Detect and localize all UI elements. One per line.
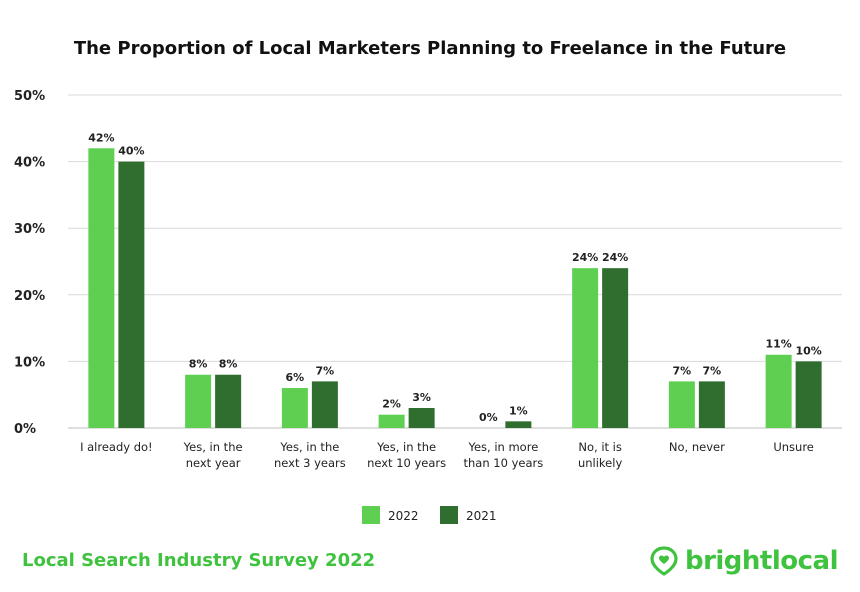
bar-2021 <box>698 381 725 428</box>
brand-name: brightlocal <box>684 546 839 576</box>
category-label: next year <box>186 456 241 470</box>
bar-2022 <box>88 148 115 428</box>
category-label: next 10 years <box>367 456 446 470</box>
legend-label: 2022 <box>388 509 419 523</box>
y-tick-label: 20% <box>14 289 45 304</box>
brand-logo: brightlocal <box>649 546 839 576</box>
x-axis-categories: I already do! Yes, in the next year Yes, in… <box>80 440 814 470</box>
bar-2021 <box>311 381 338 428</box>
chart-title: The Proportion of Local Marketers Planni… <box>74 38 786 59</box>
bar-2022 <box>378 414 405 428</box>
bar-2022 <box>765 354 792 428</box>
bar-2021 <box>602 268 629 428</box>
bars <box>88 148 822 428</box>
data-label: 2% <box>382 398 401 411</box>
data-label: 7% <box>673 364 692 377</box>
survey-footer: Local Search Industry Survey 2022 <box>22 550 376 571</box>
legend-swatch <box>440 506 458 524</box>
bar-2021 <box>215 374 242 428</box>
bar-2021 <box>505 421 532 428</box>
y-tick-label: 40% <box>14 156 45 171</box>
legend: 2022 2021 <box>362 506 497 524</box>
bar-2022 <box>185 374 212 428</box>
bar-2021 <box>118 161 145 428</box>
data-label: 7% <box>316 364 335 377</box>
bar-2022 <box>668 381 695 428</box>
data-label: 0% <box>479 411 498 424</box>
data-label: 10% <box>795 344 821 357</box>
data-label: 40% <box>118 145 144 158</box>
category-label: Yes, in the <box>376 440 436 454</box>
location-heart-icon <box>650 546 678 576</box>
data-label: 8% <box>219 358 238 371</box>
legend-label: 2021 <box>466 509 497 523</box>
data-label: 42% <box>88 131 114 144</box>
data-labels: 42% 40% 8% 8% 6% 7% 2% 3% 0% 1% 24% 24% 7% 7% 11% 10% <box>88 131 822 424</box>
y-tick-label: 0% <box>14 422 36 437</box>
category-label: Yes, in the <box>183 440 243 454</box>
data-label: 1% <box>509 404 528 417</box>
category-label: No, it is <box>578 440 622 454</box>
category-label: Yes, in more <box>467 440 538 454</box>
data-label: 24% <box>572 251 598 264</box>
bar-2021 <box>408 408 435 428</box>
data-label: 7% <box>703 364 722 377</box>
y-tick-label: 50% <box>14 89 45 104</box>
gridlines <box>68 94 842 429</box>
category-label: unlikely <box>578 456 622 470</box>
category-label: Yes, in the <box>279 440 339 454</box>
y-tick-label: 10% <box>14 355 45 370</box>
data-label: 11% <box>765 338 791 351</box>
category-label: than 10 years <box>464 456 544 470</box>
data-label: 8% <box>189 358 208 371</box>
legend-swatch <box>362 506 380 524</box>
y-axis-ticks: 0% 10% 20% 30% 40% 50% <box>14 89 45 437</box>
y-tick-label: 30% <box>14 222 45 237</box>
data-label: 6% <box>286 371 305 384</box>
bar-2021 <box>795 361 822 428</box>
category-label: No, never <box>669 440 725 454</box>
data-label: 24% <box>602 251 628 264</box>
category-label: next 3 years <box>274 456 346 470</box>
category-label: Unsure <box>773 440 814 454</box>
category-label: I already do! <box>80 440 153 454</box>
bar-2022 <box>572 268 599 428</box>
data-label: 3% <box>412 391 431 404</box>
bar-2022 <box>281 388 308 428</box>
